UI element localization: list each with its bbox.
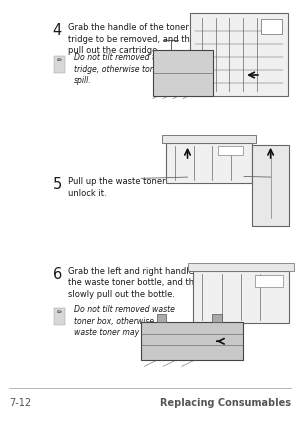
Bar — [261, 20, 282, 35]
Bar — [162, 136, 256, 144]
Bar — [188, 263, 294, 271]
Bar — [153, 51, 213, 96]
Text: ✏: ✏ — [57, 309, 62, 314]
Bar — [166, 144, 252, 184]
Bar — [256, 276, 283, 287]
Text: 6: 6 — [52, 266, 62, 281]
Text: 7-12: 7-12 — [9, 397, 31, 407]
Text: Grab the left and right handles of
the waste toner bottle, and then
slowly pull : Grab the left and right handles of the w… — [68, 266, 208, 298]
Bar — [150, 4, 294, 104]
Text: Do not tilt removed waste
toner box, otherwise
waste toner may spill.: Do not tilt removed waste toner box, oth… — [74, 305, 175, 337]
Bar — [252, 145, 289, 227]
Text: Pull up the waste toner bottle to
unlock it.: Pull up the waste toner bottle to unlock… — [68, 177, 203, 197]
Bar — [193, 271, 289, 323]
Bar — [218, 147, 243, 155]
Bar — [212, 314, 222, 322]
Bar — [138, 141, 294, 236]
Bar — [141, 322, 242, 360]
Text: ✏: ✏ — [57, 58, 62, 63]
Bar — [54, 57, 65, 74]
Text: Grab the handle of the toner car-
tridge to be removed, and then
pull out the ca: Grab the handle of the toner car- tridge… — [68, 23, 207, 55]
Text: 5: 5 — [52, 177, 62, 192]
Bar — [138, 268, 294, 368]
Text: Do not tilt removed toner car-
tridge, otherwise toner may
spill.: Do not tilt removed toner car- tridge, o… — [74, 53, 190, 85]
Text: Replacing Consumables: Replacing Consumables — [160, 397, 291, 407]
Bar — [190, 14, 288, 96]
Bar — [157, 314, 166, 322]
Bar — [54, 308, 65, 325]
Text: 4: 4 — [52, 23, 62, 38]
